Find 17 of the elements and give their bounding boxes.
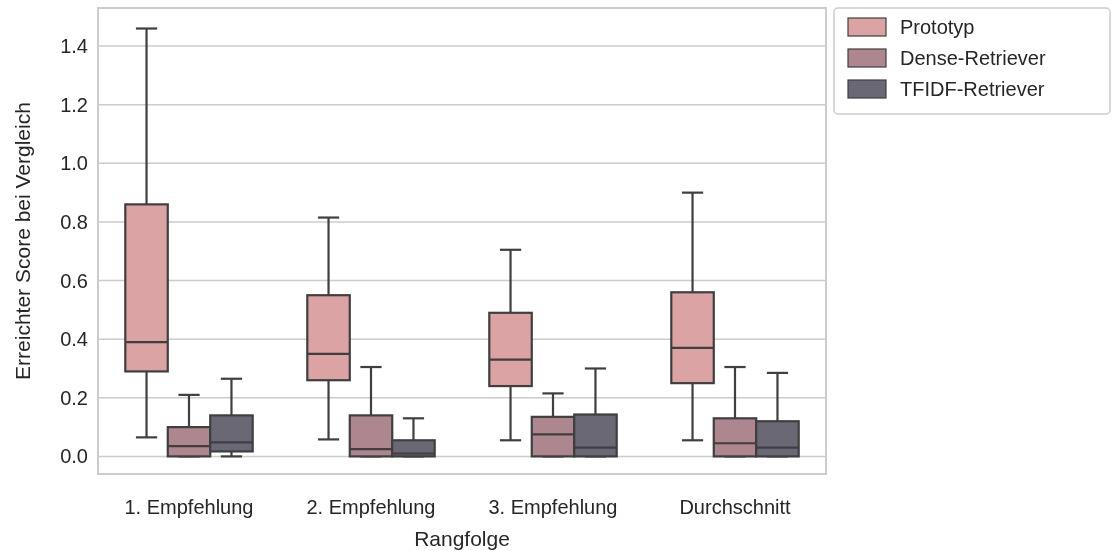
x-tick-label: 1. Empfehlung (124, 496, 254, 518)
y-tick-label: 0.8 (60, 210, 88, 233)
y-axis-title: Erreichter Score bei Vergleich (11, 102, 34, 380)
y-tick-label: 0.2 (60, 386, 88, 409)
y-tick-label: 0.0 (60, 445, 88, 468)
x-tick-label: 2. Empfehlung (306, 496, 436, 518)
y-tick-label: 1.2 (60, 93, 88, 116)
x-axis-title: Rangfolge (414, 527, 510, 550)
y-tick-label: 0.6 (60, 269, 88, 292)
x-tick-label: Durchschnitt (679, 496, 792, 518)
y-tick-label: 0.4 (60, 328, 88, 351)
y-tick-label: 1.4 (60, 35, 88, 58)
x-tick-label: 3. Empfehlung (488, 496, 618, 518)
y-tick-label: 1.0 (60, 152, 88, 175)
legend-label: Dense-Retriever (900, 47, 1046, 69)
legend-label: TFIDF-Retriever (900, 78, 1045, 100)
legend-label: Prototyp (900, 16, 975, 38)
